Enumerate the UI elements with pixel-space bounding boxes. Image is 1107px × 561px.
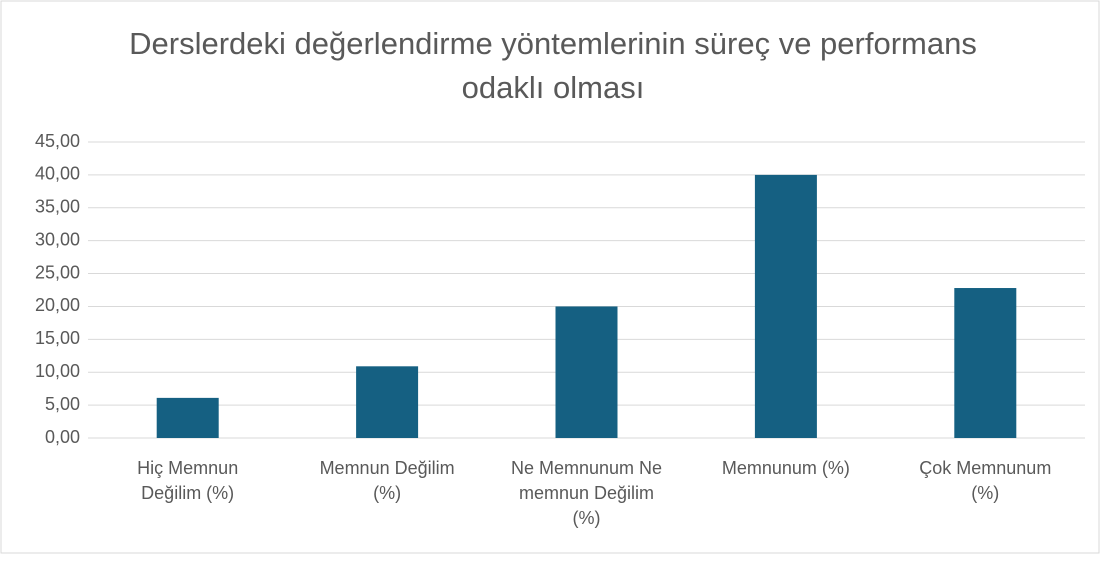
x-tick-label: Memnunum (%) — [721, 458, 850, 478]
bar — [754, 174, 817, 438]
y-tick-label: 5,00 — [45, 394, 80, 414]
bar — [954, 288, 1017, 438]
y-tick-label: 35,00 — [35, 197, 80, 217]
y-tick-label: 15,00 — [35, 328, 80, 348]
y-tick-label: 25,00 — [35, 262, 80, 282]
y-tick-label: 30,00 — [35, 229, 80, 249]
x-tick-label: Hiç Memnun Değilim (%) — [137, 458, 239, 503]
x-tick-label: Memnun Değilim (%) — [319, 458, 455, 503]
x-tick-label: Ne Memnunum Ne memnun Değilim (%) — [510, 458, 663, 528]
bar — [156, 397, 219, 438]
y-tick-label: 10,00 — [35, 361, 80, 381]
bar — [356, 366, 419, 438]
bar — [555, 306, 618, 438]
y-tick-label: 0,00 — [45, 427, 80, 447]
y-tick-label: 20,00 — [35, 295, 80, 315]
y-tick-label: 40,00 — [35, 164, 80, 184]
chart-title: Derslerdeki değerlendirme yöntemlerinin … — [129, 26, 977, 105]
x-tick-label: Çok Memnunum (%) — [919, 458, 1052, 503]
y-tick-label: 45,00 — [35, 131, 80, 151]
